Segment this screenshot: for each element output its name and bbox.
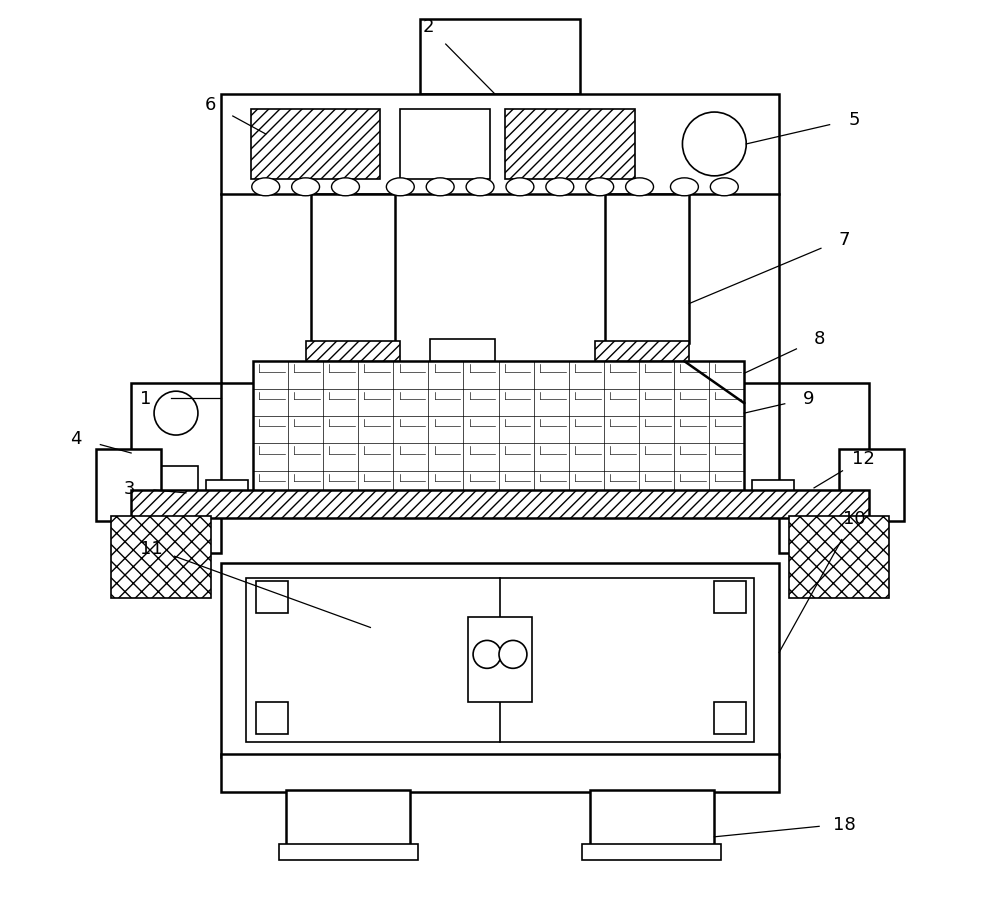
- Bar: [505, 110, 635, 180]
- Text: 12: 12: [852, 450, 875, 468]
- Text: 9: 9: [803, 390, 815, 408]
- Bar: [96, 450, 161, 521]
- Text: 1: 1: [140, 390, 152, 408]
- Bar: [111, 517, 211, 598]
- Bar: [286, 790, 410, 847]
- Circle shape: [499, 641, 527, 668]
- Bar: [714, 703, 746, 734]
- Bar: [131, 490, 869, 518]
- Text: 18: 18: [833, 815, 855, 833]
- Bar: [752, 480, 794, 518]
- Ellipse shape: [426, 179, 454, 197]
- Bar: [306, 342, 400, 362]
- Bar: [779, 384, 869, 553]
- Bar: [221, 563, 779, 758]
- Bar: [714, 581, 746, 613]
- Text: 5: 5: [848, 111, 860, 129]
- Bar: [206, 480, 248, 518]
- Bar: [590, 790, 714, 847]
- Ellipse shape: [586, 179, 614, 197]
- Ellipse shape: [386, 179, 414, 197]
- Text: 10: 10: [843, 509, 865, 527]
- Bar: [251, 110, 380, 180]
- Bar: [430, 340, 495, 362]
- Bar: [246, 578, 754, 742]
- Bar: [839, 450, 904, 521]
- Ellipse shape: [506, 179, 534, 197]
- Bar: [256, 703, 288, 734]
- Ellipse shape: [626, 179, 654, 197]
- Bar: [605, 194, 689, 344]
- Ellipse shape: [466, 179, 494, 197]
- Text: 8: 8: [813, 330, 825, 348]
- Circle shape: [682, 113, 746, 177]
- Text: 6: 6: [205, 96, 217, 114]
- Ellipse shape: [546, 179, 574, 197]
- Bar: [253, 362, 744, 498]
- Ellipse shape: [332, 179, 359, 197]
- Bar: [420, 20, 580, 95]
- Bar: [582, 844, 721, 860]
- Bar: [221, 95, 779, 384]
- Bar: [221, 754, 779, 792]
- Bar: [131, 384, 221, 553]
- Bar: [146, 467, 198, 508]
- Text: 3: 3: [123, 479, 135, 498]
- Bar: [468, 618, 532, 703]
- Text: 4: 4: [71, 430, 82, 448]
- Ellipse shape: [292, 179, 320, 197]
- Bar: [279, 844, 418, 860]
- Bar: [311, 194, 395, 344]
- Ellipse shape: [670, 179, 698, 197]
- Circle shape: [154, 392, 198, 435]
- Bar: [400, 110, 490, 180]
- Ellipse shape: [252, 179, 280, 197]
- Circle shape: [473, 641, 501, 668]
- Bar: [595, 342, 689, 362]
- Text: 2: 2: [422, 18, 434, 36]
- Bar: [256, 581, 288, 613]
- Text: 11: 11: [140, 539, 162, 557]
- Bar: [789, 517, 889, 598]
- Ellipse shape: [710, 179, 738, 197]
- Text: 7: 7: [838, 230, 850, 248]
